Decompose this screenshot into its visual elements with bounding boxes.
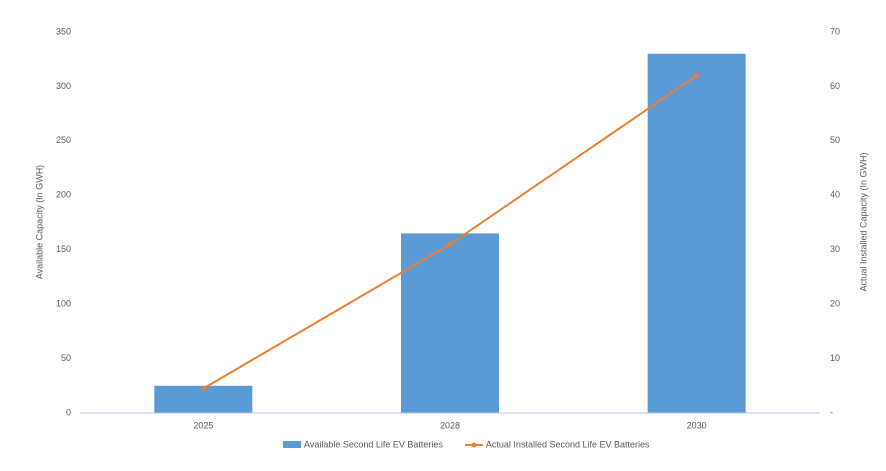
y2-tick-label: 30 — [830, 244, 840, 254]
line-marker — [694, 73, 700, 79]
y2-tick-label: 50 — [830, 135, 840, 145]
y-tick-label: 50 — [61, 353, 71, 363]
line-marker — [447, 241, 453, 247]
y-tick-label: 150 — [56, 244, 71, 254]
line-marker — [200, 386, 206, 392]
legend-swatch — [283, 441, 301, 448]
y-tick-label: 250 — [56, 135, 71, 145]
x-tick-label: 2025 — [193, 420, 213, 430]
y2-tick-label: 70 — [830, 26, 840, 36]
y2-tick-label: 40 — [830, 190, 840, 200]
x-tick-label: 2030 — [687, 420, 707, 430]
y2-tick-label: 20 — [830, 299, 840, 309]
y-tick-label: 0 — [66, 407, 71, 417]
legend-marker — [471, 442, 477, 448]
legend-label: Actual Installed Second Life EV Batterie… — [486, 439, 650, 449]
bar — [401, 233, 499, 413]
y-tick-label: 100 — [56, 299, 71, 309]
bar — [647, 53, 746, 414]
y2-tick-label: 60 — [830, 81, 840, 91]
y2-axis-label: Actual Installed Capacity (In GWH) — [858, 152, 868, 291]
y-tick-label: 350 — [56, 26, 71, 36]
legend-label: Available Second Life EV Batteries — [304, 439, 443, 449]
y-tick-label: 200 — [56, 190, 71, 200]
y-tick-label: 300 — [56, 81, 71, 91]
y2-tick-label: - — [830, 407, 833, 417]
y2-tick-label: 10 — [830, 353, 840, 363]
x-tick-label: 2028 — [440, 420, 460, 430]
y-axis-label: Available Capacity (In GWH) — [34, 165, 44, 279]
